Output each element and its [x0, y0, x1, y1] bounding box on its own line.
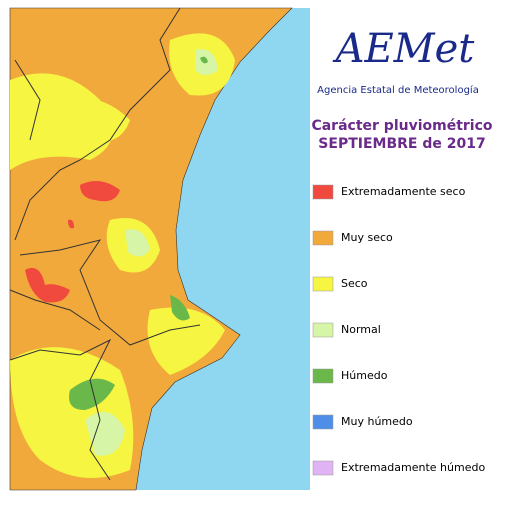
legend-swatch [312, 230, 334, 246]
legend-label: Normal [341, 323, 381, 336]
boundaries [9, 7, 201, 481]
title: Carácter pluviométrico [311, 118, 492, 134]
legend-swatch [312, 414, 334, 430]
legend-swatch [312, 368, 334, 384]
legend-label: Extremadamente húmedo [341, 461, 485, 474]
map [9, 7, 310, 491]
logo-subtitle: Agencia Estatal de Meteorología [317, 84, 479, 96]
logo-text: AEMet [332, 26, 476, 72]
legend-label: Seco [341, 277, 368, 290]
legend-label: Muy seco [341, 231, 393, 244]
legend-swatch [312, 322, 334, 338]
logo: AEMet Agencia Estatal de Meteorología [317, 26, 479, 96]
legend-swatch [312, 276, 334, 292]
legend: Extremadamente seco Muy seco Seco Normal Húm… [312, 184, 485, 476]
very-dry-areas [25, 181, 120, 303]
legend-swatch [312, 460, 334, 476]
humid-areas [69, 56, 208, 410]
legend-swatch [312, 184, 334, 200]
legend-label: Extremadamente seco [341, 185, 466, 198]
legend-label: Muy húmedo [341, 415, 413, 428]
subtitle: SEPTIEMBRE de 2017 [318, 136, 485, 152]
legend-label: Húmedo [341, 369, 388, 382]
